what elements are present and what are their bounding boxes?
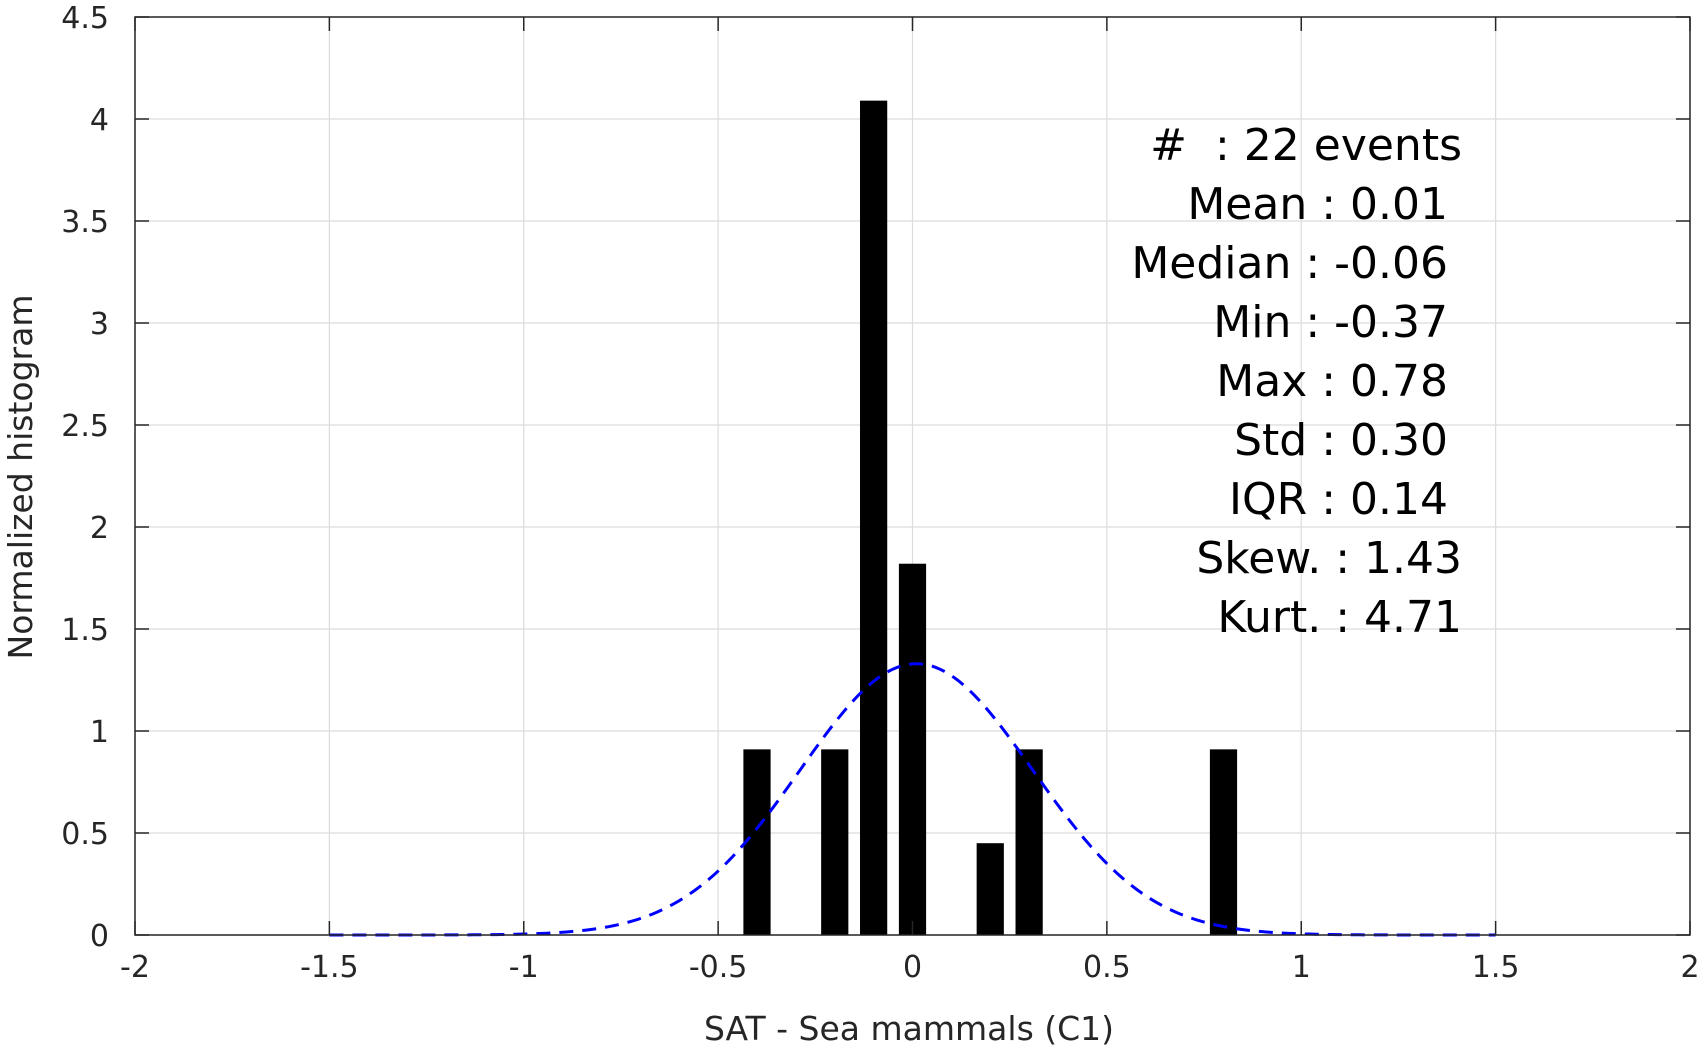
stats-line-3: Median : -0.06 bbox=[1131, 238, 1448, 289]
stats-annotation: # : 22 events Mean : 0.01 Median : -0.06 Mi… bbox=[1131, 120, 1462, 643]
histogram-bar bbox=[976, 843, 1004, 935]
histogram-bars bbox=[743, 100, 1238, 935]
y-tick-label: 3 bbox=[90, 307, 109, 342]
histogram-bar bbox=[898, 563, 927, 935]
x-tick-label: -2 bbox=[120, 950, 150, 985]
y-tick-label: 4.5 bbox=[61, 1, 109, 36]
histogram-bar bbox=[821, 749, 849, 935]
stats-line-6: Std : 0.30 bbox=[1234, 415, 1448, 466]
x-axis-title: SAT - Sea mammals (C1) bbox=[704, 1009, 1114, 1048]
y-axis-ticks: 0 0.5 1 1.5 2 2.5 3 3.5 4 4.5 bbox=[61, 1, 1690, 954]
x-tick-label: -0.5 bbox=[689, 950, 748, 985]
stats-line-5: Max : 0.78 bbox=[1216, 356, 1448, 407]
stats-line-7: IQR : 0.14 bbox=[1229, 474, 1448, 525]
x-tick-label: -1 bbox=[509, 950, 539, 985]
histogram-bar bbox=[1209, 749, 1238, 935]
x-tick-label: -1.5 bbox=[300, 950, 359, 985]
x-tick-label: 2 bbox=[1680, 950, 1699, 985]
y-tick-label: 2.5 bbox=[61, 409, 109, 444]
histogram-bar bbox=[743, 749, 771, 935]
y-tick-label: 2 bbox=[90, 511, 109, 546]
y-tick-label: 0 bbox=[90, 919, 109, 954]
y-tick-label: 4 bbox=[90, 103, 109, 138]
x-tick-label: 1.5 bbox=[1472, 950, 1520, 985]
y-axis-title: Normalized histogram bbox=[1, 295, 40, 660]
stats-line-2: Mean : 0.01 bbox=[1187, 179, 1448, 230]
histogram-bar bbox=[1015, 749, 1043, 935]
x-tick-label: 1 bbox=[1292, 950, 1311, 985]
y-tick-label: 1 bbox=[90, 715, 109, 750]
y-tick-label: 3.5 bbox=[61, 205, 109, 240]
y-tick-label: 0.5 bbox=[61, 817, 109, 852]
stats-line-1: # : 22 events bbox=[1150, 120, 1462, 171]
x-tick-label: 0.5 bbox=[1083, 950, 1131, 985]
stats-line-8: Skew. : 1.43 bbox=[1196, 533, 1462, 584]
y-tick-label: 1.5 bbox=[61, 613, 109, 648]
histogram-bar bbox=[860, 100, 888, 935]
stats-line-9: Kurt. : 4.71 bbox=[1217, 592, 1462, 643]
x-tick-label: 0 bbox=[903, 950, 922, 985]
x-axis-ticks: -2 -1.5 -1 -0.5 0 0.5 1 1.5 2 bbox=[120, 17, 1700, 985]
stats-line-4: Min : -0.37 bbox=[1213, 297, 1448, 348]
